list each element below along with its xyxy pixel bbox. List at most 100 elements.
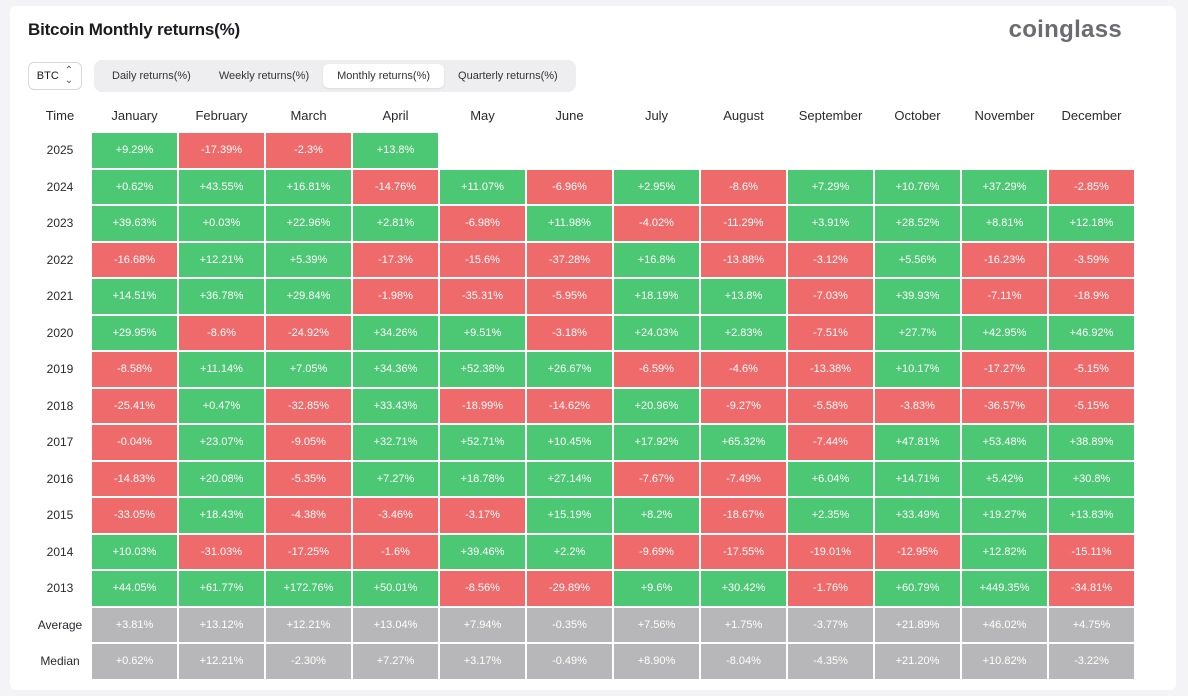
return-cell: -32.85% xyxy=(266,388,351,423)
return-cell: +39.93% xyxy=(875,279,960,314)
return-cell: -7.11% xyxy=(962,279,1047,314)
return-cell: -9.05% xyxy=(266,425,351,460)
return-cell: -17.27% xyxy=(962,352,1047,387)
table-row: 2018 -25.41% +0.47% -32.85% +33.43% -18.99% -1… xyxy=(30,388,1134,423)
return-cell: -3.12% xyxy=(788,242,873,277)
return-cell: +50.01% xyxy=(353,571,438,606)
return-cell: +3.91% xyxy=(788,206,873,241)
return-cell: +7.29% xyxy=(788,169,873,204)
return-cell: +61.77% xyxy=(179,571,264,606)
row-label: 2021 xyxy=(46,289,74,304)
asset-select-value: BTC xyxy=(36,70,59,82)
return-cell: -11.29% xyxy=(701,206,786,241)
return-cell: +11.07% xyxy=(440,169,525,204)
return-cell: -15.11% xyxy=(1049,534,1134,569)
return-cell: +19.27% xyxy=(962,498,1047,533)
return-cell: +11.98% xyxy=(527,206,612,241)
return-cell: +449.35% xyxy=(962,571,1047,606)
tab-daily-returns[interactable]: Daily returns(%) xyxy=(112,70,191,82)
return-cell: +7.94% xyxy=(440,607,525,642)
return-cell: +10.76% xyxy=(875,169,960,204)
return-cell: +53.48% xyxy=(962,425,1047,460)
return-cell: -7.49% xyxy=(701,461,786,496)
row-label: Average xyxy=(37,617,83,632)
table-body: 2025 +9.29% -17.39% -2.3% +13.8% 2024 +0.62% +4… xyxy=(30,133,1134,679)
return-cell: -14.83% xyxy=(92,461,177,496)
return-cell: +33.43% xyxy=(353,388,438,423)
return-cell: +38.89% xyxy=(1049,425,1134,460)
return-cell: +12.21% xyxy=(179,644,264,679)
return-cell: +16.8% xyxy=(614,242,699,277)
return-cell: +52.71% xyxy=(440,425,525,460)
return-cell: +24.03% xyxy=(614,315,699,350)
return-cell xyxy=(788,133,873,168)
return-cell: -3.46% xyxy=(353,498,438,533)
return-cell: +7.27% xyxy=(353,461,438,496)
return-cell: +7.27% xyxy=(353,644,438,679)
column-header: May xyxy=(470,107,495,123)
return-cell: -8.58% xyxy=(92,352,177,387)
return-cell: +12.21% xyxy=(179,242,264,277)
return-cell: +13.8% xyxy=(353,133,438,168)
return-cell: -37.28% xyxy=(527,242,612,277)
return-cell: -8.6% xyxy=(701,169,786,204)
row-label: 2018 xyxy=(46,398,74,413)
tab-weekly-returns[interactable]: Weekly returns(%) xyxy=(218,70,310,82)
return-cell: -0.49% xyxy=(527,644,612,679)
table-row: 2023 +39.63% +0.03% +22.96% +2.81% -6.98% +11.… xyxy=(30,206,1134,241)
table-row: 2019 -8.58% +11.14% +7.05% +34.36% +52.38% +26… xyxy=(30,352,1134,387)
tab-quarterly-returns[interactable]: Quarterly returns(%) xyxy=(458,70,558,82)
return-cell: +10.82% xyxy=(962,644,1047,679)
return-cell: +5.56% xyxy=(875,242,960,277)
table-row: 2024 +0.62% +43.55% +16.81% -14.76% +11.07% -6… xyxy=(30,169,1134,204)
return-cell: +10.17% xyxy=(875,352,960,387)
return-cell: +1.75% xyxy=(701,607,786,642)
summary-row: Average +3.81% +13.12% +12.21% +13.04% +7.94%… xyxy=(30,607,1134,642)
return-cell: +10.45% xyxy=(527,425,612,460)
return-cell: +12.82% xyxy=(962,534,1047,569)
return-cell: +3.81% xyxy=(92,607,177,642)
column-header: July xyxy=(644,107,669,123)
return-cell: -3.17% xyxy=(440,498,525,533)
monthly-returns-table: Time January February March April May Ju… xyxy=(28,97,1136,681)
return-cell: -24.92% xyxy=(266,315,351,350)
return-cell: +39.63% xyxy=(92,206,177,241)
return-cell: +0.47% xyxy=(179,388,264,423)
return-cell: +6.04% xyxy=(788,461,873,496)
return-cell: +15.19% xyxy=(527,498,612,533)
return-cell: +36.78% xyxy=(179,279,264,314)
return-cell: +34.26% xyxy=(353,315,438,350)
tab-monthly-returns[interactable]: Monthly returns(%) xyxy=(323,64,445,88)
asset-select[interactable]: BTC ⌃ ⌄ xyxy=(28,62,82,90)
return-cell: +2.35% xyxy=(788,498,873,533)
row-label: 2016 xyxy=(46,471,74,486)
return-cell: -17.3% xyxy=(353,242,438,277)
return-cell: -17.25% xyxy=(266,534,351,569)
returns-period-tabs: Daily returns(%) Weekly returns(%) Month… xyxy=(94,60,576,92)
return-cell: +18.19% xyxy=(614,279,699,314)
return-cell: +33.49% xyxy=(875,498,960,533)
return-cell: +13.12% xyxy=(179,607,264,642)
return-cell: +10.03% xyxy=(92,534,177,569)
return-cell: -8.56% xyxy=(440,571,525,606)
return-cell: +8.2% xyxy=(614,498,699,533)
return-cell: -5.15% xyxy=(1049,352,1134,387)
return-cell: -7.44% xyxy=(788,425,873,460)
return-cell: -19.01% xyxy=(788,534,873,569)
return-cell: -29.89% xyxy=(527,571,612,606)
return-cell: -5.15% xyxy=(1049,388,1134,423)
return-cell: +9.6% xyxy=(614,571,699,606)
chevron-up-down-icon: ⌃ ⌄ xyxy=(64,65,74,86)
table-header-row: Time January February March April May Ju… xyxy=(30,99,1134,131)
return-cell: -8.6% xyxy=(179,315,264,350)
coinglass-logo[interactable]: coinglass xyxy=(1008,16,1122,43)
return-cell: -14.62% xyxy=(527,388,612,423)
return-cell: -1.76% xyxy=(788,571,873,606)
row-label: 2025 xyxy=(46,143,74,158)
return-cell: +18.43% xyxy=(179,498,264,533)
return-cell: +52.38% xyxy=(440,352,525,387)
return-cell: -5.95% xyxy=(527,279,612,314)
return-cell: -7.03% xyxy=(788,279,873,314)
column-header: September xyxy=(798,107,863,123)
return-cell xyxy=(440,133,525,168)
